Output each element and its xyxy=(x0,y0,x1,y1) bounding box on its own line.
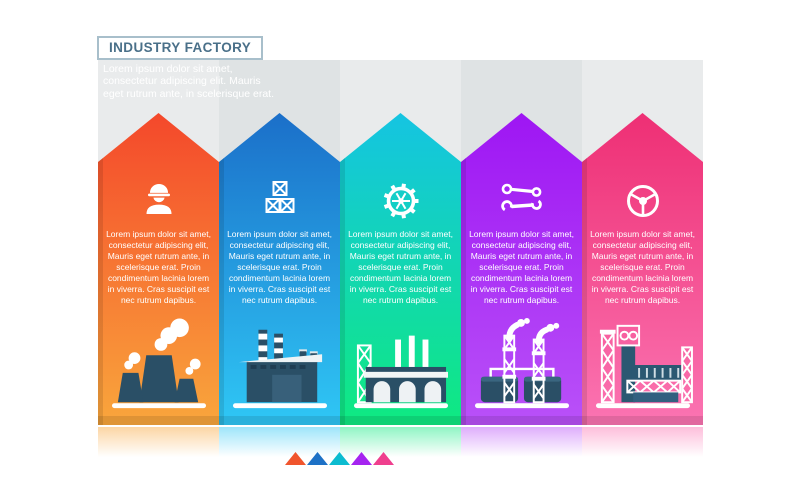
column-description: Lorem ipsum dolor sit amet, consectetur … xyxy=(469,229,574,305)
crane-facility-illustration xyxy=(588,318,698,417)
column-panel-production: Lorem ipsum dolor sit amet, consectetur … xyxy=(340,113,461,425)
chimney-factory-illustration xyxy=(225,318,335,417)
column-description: Lorem ipsum dolor sit amet, consectetur … xyxy=(590,229,695,305)
column-panel-logistics: Lorem ipsum dolor sit amet, consectetur … xyxy=(219,113,340,425)
column-panel-workforce: Lorem ipsum dolor sit amet, consectetur … xyxy=(98,113,219,425)
wrench-icon xyxy=(461,179,582,217)
page-title: INDUSTRY FACTORY xyxy=(97,36,264,60)
column-description: Lorem ipsum dolor sit amet, consectetur … xyxy=(348,229,453,305)
worker-icon xyxy=(98,179,219,219)
column-reflection-2 xyxy=(219,427,340,457)
crates-icon xyxy=(219,179,340,219)
column-description: Lorem ipsum dolor sit amet, consectetur … xyxy=(106,229,211,305)
column-panel-maintenance: Lorem ipsum dolor sit amet, consectetur … xyxy=(461,113,582,425)
refinery-stacks-illustration xyxy=(467,318,577,417)
arched-factory-illustration xyxy=(346,318,456,417)
column-description: Lorem ipsum dolor sit amet, consectetur … xyxy=(227,229,332,305)
column-reflection-3 xyxy=(340,427,461,457)
column-reflection-4 xyxy=(461,427,582,457)
gear-icon xyxy=(340,179,461,223)
column-panel-automotive: Lorem ipsum dolor sit amet, consectetur … xyxy=(582,113,703,425)
cooling-tower-plant-illustration xyxy=(104,318,214,417)
column-reflection-5 xyxy=(582,427,703,457)
steering-wheel-icon xyxy=(582,179,703,223)
column-reflection-1 xyxy=(98,427,219,457)
intro-text: Lorem ipsum dolor sit amet, consectetur … xyxy=(103,63,275,100)
